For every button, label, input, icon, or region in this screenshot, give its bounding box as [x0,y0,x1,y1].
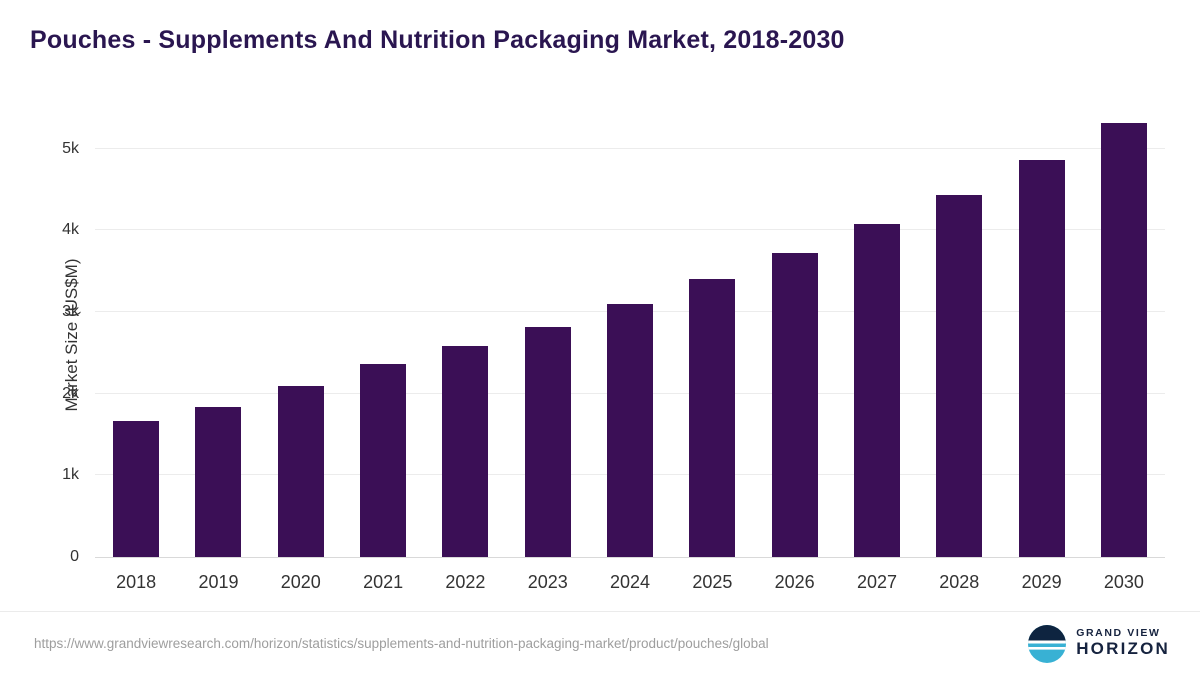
bar-2018 [113,421,160,557]
bar-2020 [277,385,324,557]
y-tick-label-5k: 5k [62,139,79,157]
x-tick-label-2019: 2019 [198,572,239,592]
grand-view-horizon-logo-icon [1028,624,1067,663]
bar-2019 [195,406,242,557]
bar-group-2021 [342,108,424,557]
bar-group-2018 [95,108,177,557]
bar-group-2028 [918,108,1000,557]
x-axis-labels: 2018 2019 2020 2021 2022 2023 2024 2025 2026 2027… [95,572,1165,593]
y-axis-title: Market Size (US$M) [62,258,81,412]
gridline-5k [95,147,1165,149]
brand-logo-block: GRAND VIEW HORIZON [1027,624,1170,664]
source-url: https://www.grandviewresearch.com/horizo… [34,636,769,651]
x-tick-label-2027: 2027 [856,572,897,592]
brand-name-top: GRAND VIEW [1076,627,1161,640]
bar-2023 [524,326,571,557]
bar-2029 [1018,160,1065,557]
bar-group-2025 [671,108,753,557]
bar-2027 [853,223,900,557]
bar-group-2022 [424,108,506,557]
x-tick-label-2018: 2018 [116,572,157,592]
y-tick-label-4k: 4k [62,221,79,239]
x-tick-label-2021: 2021 [363,572,404,592]
bar-group-2023 [507,108,589,557]
bar-group-2027 [836,108,918,557]
x-tick-label-2026: 2026 [774,572,815,592]
x-tick-label-2023: 2023 [527,572,568,592]
x-tick-label-2028: 2028 [939,572,980,592]
y-tick-label-2k: 2k [62,384,79,402]
x-tick-label-2024: 2024 [610,572,651,592]
y-tick-label-3k: 3k [62,303,79,321]
x-tick-label-2030: 2030 [1103,572,1144,592]
bar-2026 [771,252,818,557]
bar-group-2029 [1000,108,1082,557]
bars-container [95,108,1165,557]
y-tick-label-0: 0 [70,548,79,565]
bar-2025 [689,279,736,557]
bar-group-2019 [177,108,259,557]
x-tick-label-2025: 2025 [692,572,733,592]
y-tick-label-1k: 1k [62,466,79,484]
x-tick-label-2020: 2020 [280,572,321,592]
brand-name-bottom: HORIZON [1076,638,1170,658]
bar-2021 [360,364,407,557]
footer: https://www.grandviewresearch.com/horizo… [0,611,1200,675]
bar-chart: 0 1k 2k 3k 4k 5k 2018 2019 2020 2021 2022 2023 2024… [62,108,1165,592]
plot-area: 0 1k 2k 3k 4k 5k [62,108,1165,565]
bar-group-2024 [589,108,671,557]
bar-2024 [607,303,654,557]
x-tick-label-2029: 2029 [1021,572,1062,592]
bar-group-2026 [754,108,836,557]
brand-text: GRAND VIEW HORIZON [1076,628,1170,658]
bar-2022 [442,346,489,557]
bar-group-2030 [1083,108,1165,557]
x-tick-label-2022: 2022 [445,572,486,592]
gridline-4k [95,229,1165,231]
bar-group-2020 [260,108,342,557]
chart-title: Pouches - Supplements And Nutrition Pack… [30,26,845,54]
bar-2028 [936,195,983,557]
bar-2030 [1100,122,1147,557]
